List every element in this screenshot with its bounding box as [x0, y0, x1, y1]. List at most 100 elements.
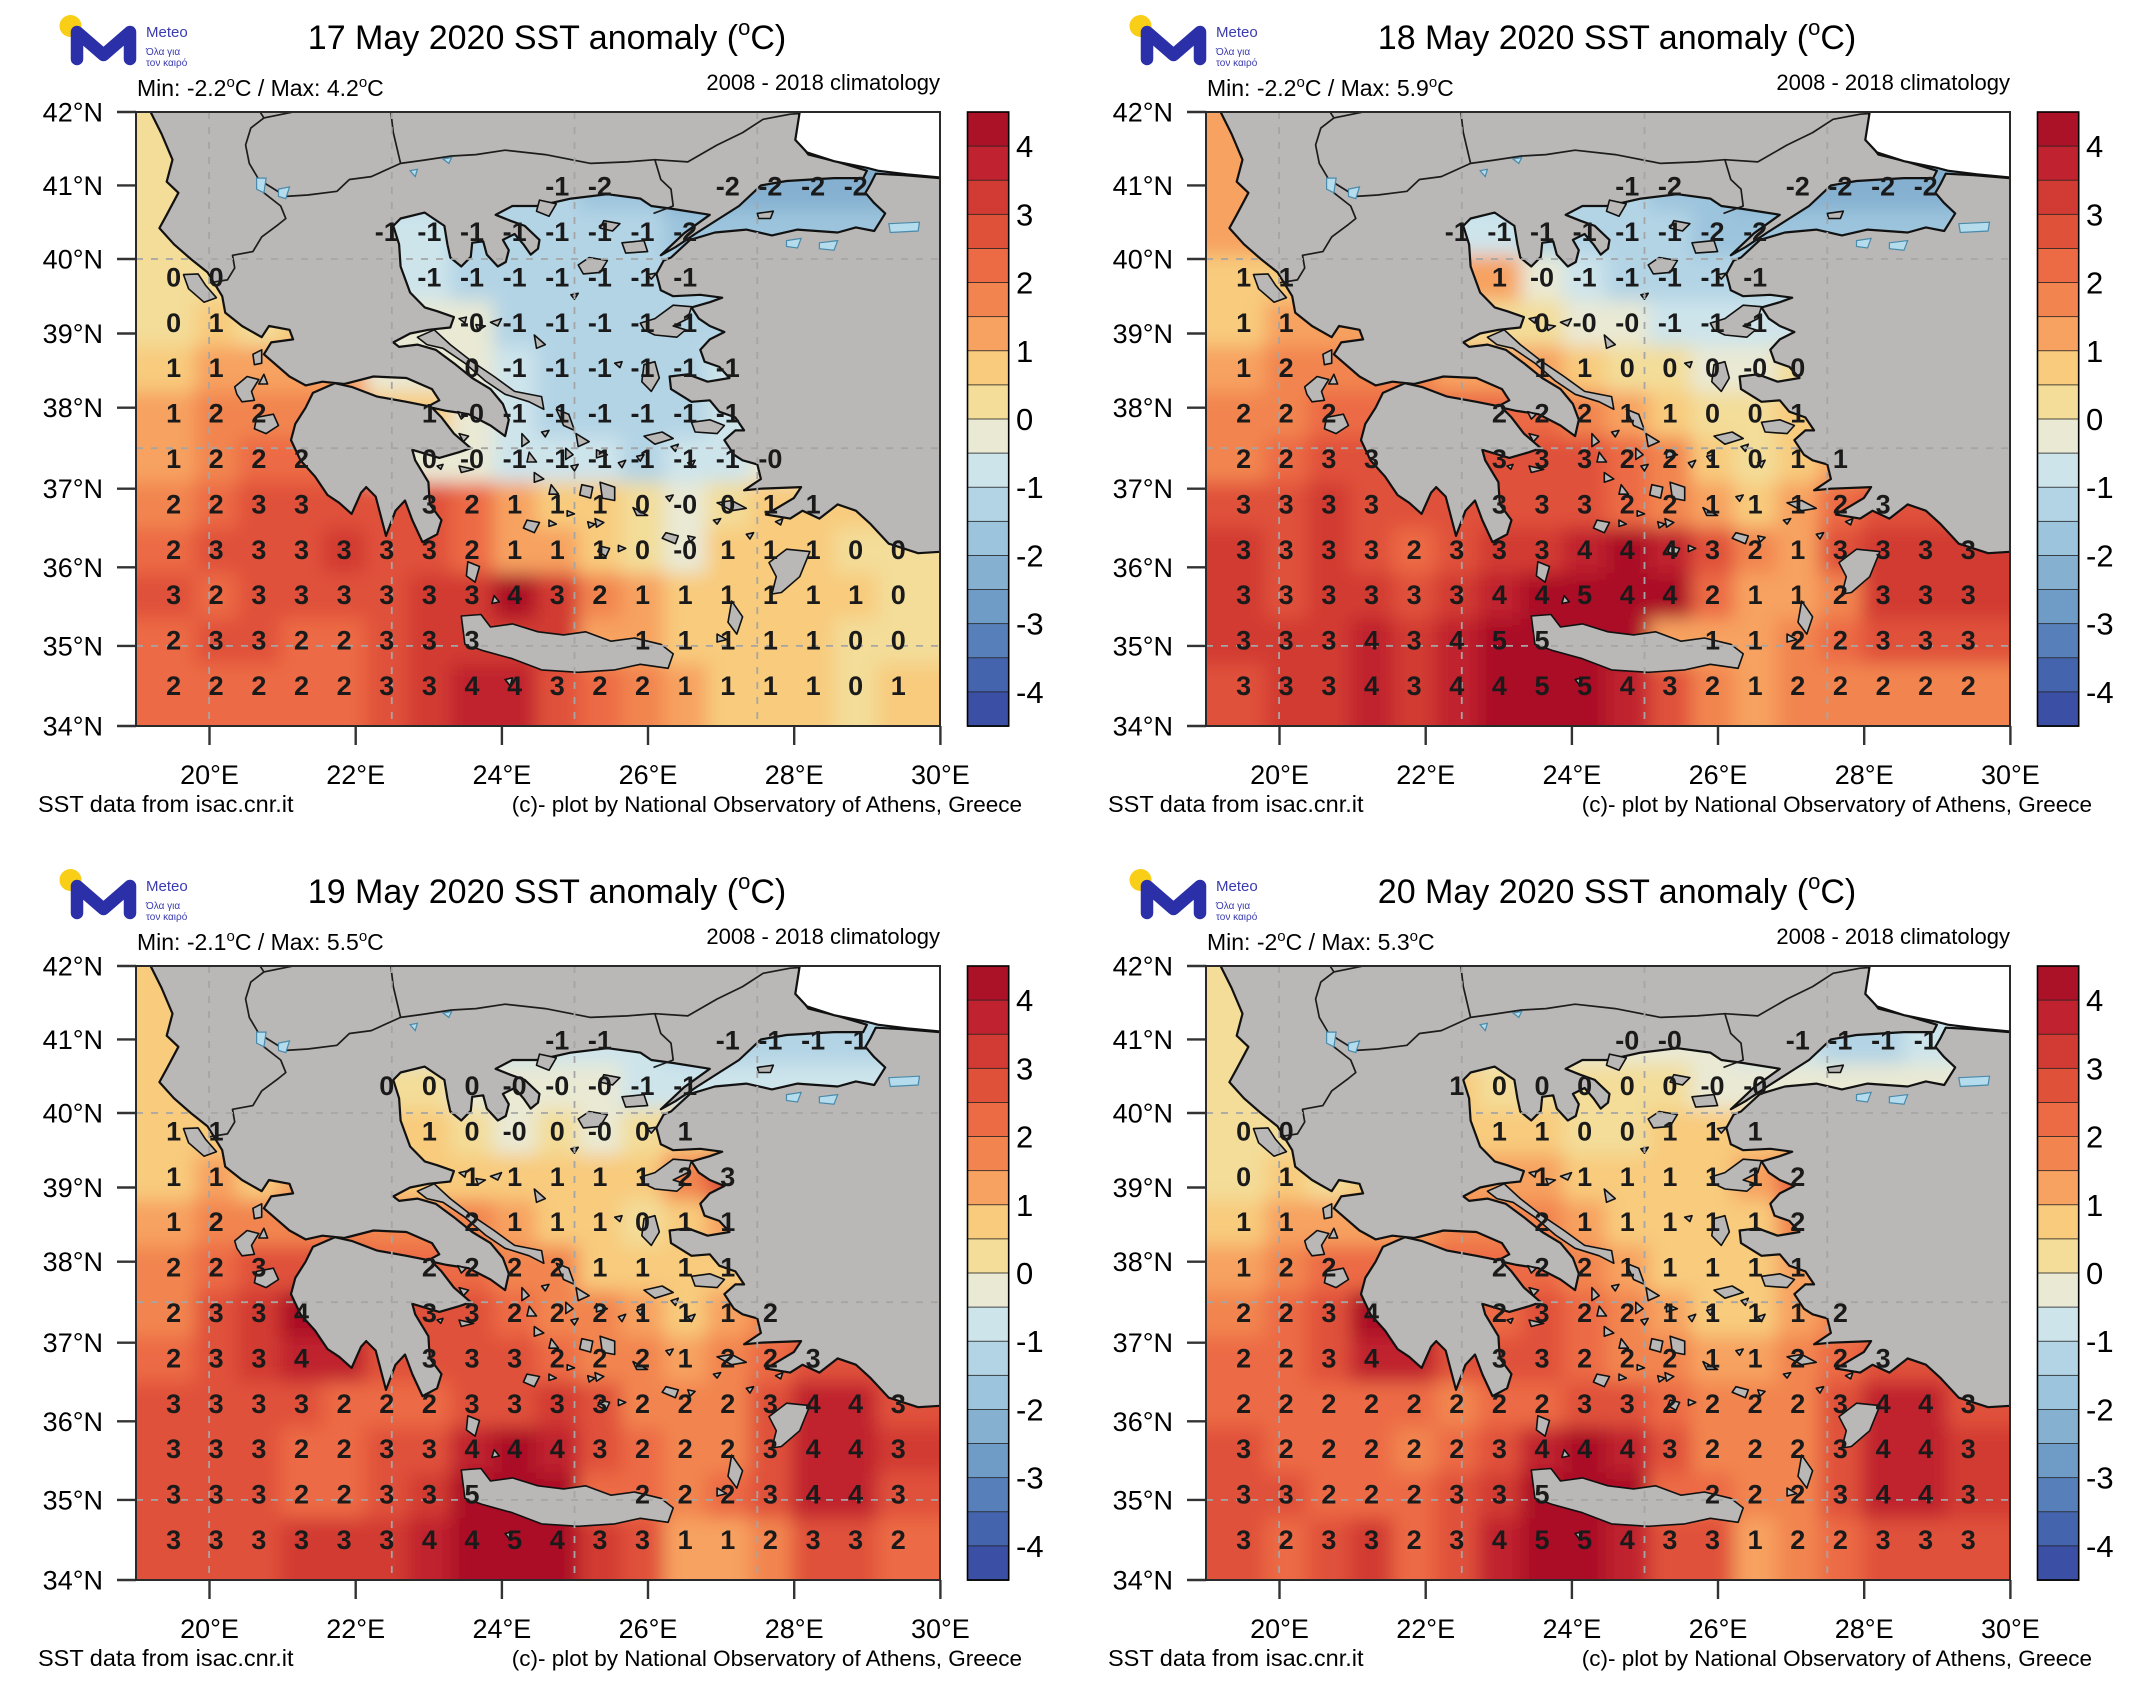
svg-text:4: 4: [848, 1434, 863, 1464]
svg-text:2: 2: [1662, 1389, 1677, 1419]
svg-text:3: 3: [1876, 580, 1891, 610]
svg-text:1: 1: [763, 671, 778, 701]
svg-text:3: 3: [251, 1253, 266, 1283]
svg-text:-1: -1: [716, 1026, 740, 1056]
svg-text:-0: -0: [503, 1071, 527, 1101]
svg-text:-1: -1: [801, 1026, 825, 1056]
svg-text:3: 3: [1321, 444, 1336, 474]
svg-text:1: 1: [1748, 1253, 1763, 1283]
svg-text:4: 4: [294, 1298, 309, 1328]
svg-text:1: 1: [720, 535, 735, 565]
svg-text:4: 4: [1577, 1434, 1592, 1464]
svg-text:3: 3: [294, 535, 309, 565]
svg-text:3: 3: [1833, 1389, 1848, 1419]
svg-text:-1: -1: [503, 444, 527, 474]
svg-text:-2: -2: [1828, 172, 1852, 202]
svg-text:0: 0: [1577, 1116, 1592, 1146]
svg-text:4: 4: [550, 1525, 565, 1555]
svg-text:-2: -2: [758, 172, 782, 202]
svg-text:0: 0: [1279, 1116, 1294, 1146]
svg-text:3: 3: [422, 626, 437, 656]
svg-text:17 May 2020 SST anomaly (oC): 17 May 2020 SST anomaly (oC): [308, 15, 786, 57]
svg-text:4: 4: [1449, 671, 1464, 701]
svg-text:2: 2: [1620, 1298, 1635, 1328]
svg-text:0: 0: [422, 1071, 437, 1101]
svg-text:2: 2: [1236, 1343, 1251, 1373]
svg-text:-0: -0: [1530, 262, 1554, 292]
svg-text:3: 3: [464, 1343, 479, 1373]
svg-text:2: 2: [1492, 1389, 1507, 1419]
svg-text:-0: -0: [460, 444, 484, 474]
svg-text:2: 2: [294, 1480, 309, 1510]
svg-text:3: 3: [209, 1389, 224, 1419]
svg-text:2: 2: [337, 1434, 352, 1464]
svg-text:1: 1: [1662, 1207, 1677, 1237]
svg-text:0: 0: [720, 489, 735, 519]
svg-text:-2: -2: [1914, 172, 1938, 202]
svg-text:2: 2: [1364, 1389, 1379, 1419]
svg-text:3: 3: [464, 1298, 479, 1328]
svg-text:2: 2: [294, 626, 309, 656]
svg-text:-0: -0: [673, 535, 697, 565]
svg-text:4: 4: [464, 1525, 479, 1555]
svg-text:1: 1: [720, 671, 735, 701]
svg-text:1: 1: [1748, 1207, 1763, 1237]
svg-text:3: 3: [422, 535, 437, 565]
svg-text:4: 4: [1492, 580, 1507, 610]
svg-text:4: 4: [1620, 1525, 1635, 1555]
svg-text:1: 1: [1790, 535, 1805, 565]
svg-text:2: 2: [337, 671, 352, 701]
svg-text:2: 2: [1279, 1298, 1294, 1328]
svg-text:1: 1: [166, 399, 181, 429]
svg-text:0: 0: [1790, 353, 1805, 383]
svg-text:1: 1: [422, 399, 437, 429]
svg-text:-1: -1: [1743, 262, 1767, 292]
svg-text:4: 4: [422, 1525, 437, 1555]
svg-text:2: 2: [1918, 671, 1933, 701]
svg-text:1: 1: [678, 1298, 693, 1328]
svg-text:3: 3: [592, 1389, 607, 1419]
svg-text:-1: -1: [588, 353, 612, 383]
svg-text:0: 0: [1620, 1071, 1635, 1101]
svg-text:4: 4: [806, 1480, 821, 1510]
svg-text:-2: -2: [801, 172, 825, 202]
svg-text:3: 3: [1492, 1343, 1507, 1373]
svg-text:-1: -1: [1658, 308, 1682, 338]
svg-text:-1: -1: [716, 353, 740, 383]
svg-text:3: 3: [1833, 1434, 1848, 1464]
svg-text:3: 3: [251, 1389, 266, 1419]
svg-text:1: 1: [209, 353, 224, 383]
svg-text:3: 3: [1918, 626, 1933, 656]
svg-text:3: 3: [251, 580, 266, 610]
svg-text:3: 3: [337, 1525, 352, 1555]
svg-text:3: 3: [1492, 535, 1507, 565]
svg-text:2: 2: [294, 671, 309, 701]
svg-text:3: 3: [166, 1480, 181, 1510]
svg-text:4: 4: [464, 1434, 479, 1464]
svg-text:-1: -1: [673, 353, 697, 383]
svg-text:3: 3: [379, 1434, 394, 1464]
svg-text:4: 4: [1620, 580, 1635, 610]
svg-text:2: 2: [1662, 489, 1677, 519]
svg-text:1: 1: [891, 671, 906, 701]
svg-text:2: 2: [592, 671, 607, 701]
svg-text:-0: -0: [588, 1116, 612, 1146]
svg-text:3: 3: [1407, 580, 1422, 610]
svg-text:3: 3: [1918, 580, 1933, 610]
svg-text:3: 3: [891, 1480, 906, 1510]
svg-text:2: 2: [1833, 580, 1848, 610]
svg-text:3: 3: [1364, 444, 1379, 474]
svg-text:2: 2: [1321, 1253, 1336, 1283]
svg-text:1: 1: [1534, 1116, 1549, 1146]
svg-text:3: 3: [209, 1343, 224, 1373]
svg-text:2: 2: [635, 1343, 650, 1373]
svg-text:1: 1: [209, 308, 224, 338]
svg-text:-1: -1: [417, 262, 441, 292]
svg-text:3: 3: [1407, 671, 1422, 701]
svg-text:4: 4: [1449, 626, 1464, 656]
svg-text:1: 1: [635, 580, 650, 610]
svg-text:2: 2: [1279, 1525, 1294, 1555]
svg-text:-1: -1: [545, 399, 569, 429]
svg-text:3: 3: [209, 535, 224, 565]
svg-text:4: 4: [1918, 1480, 1933, 1510]
